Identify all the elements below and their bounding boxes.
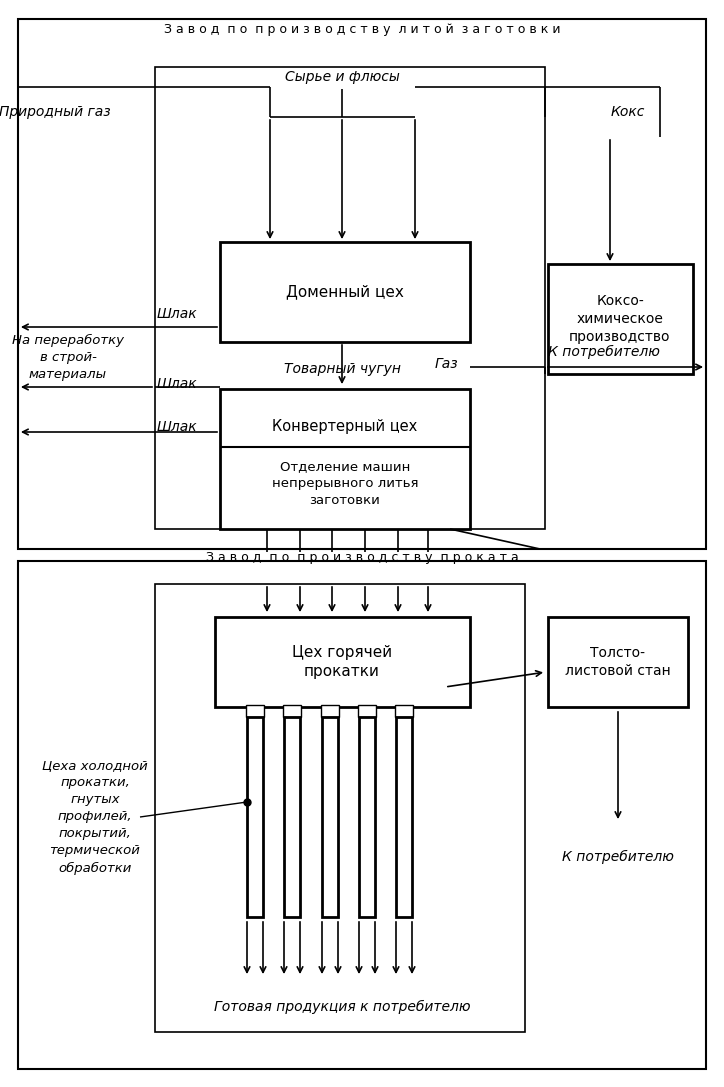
Text: Готовая продукция к потребителю: Готовая продукция к потребителю (214, 1000, 471, 1014)
Text: Цех горячей
прокатки: Цех горячей прокатки (292, 645, 392, 679)
Text: Конвертерный цех: Конвертерный цех (272, 420, 418, 435)
Bar (155, 584, 525, 1032)
Bar (548, 264, 693, 374)
Bar (155, 67, 545, 529)
Bar (220, 242, 470, 342)
Text: Сырье и флюсы: Сырье и флюсы (285, 70, 400, 84)
Text: З а в о д  п о  п р о и з в о д с т в у  л и т о й  з а г о т о в к и: З а в о д п о п р о и з в о д с т в у л … (164, 23, 560, 36)
Text: Толсто-
листовой стан: Толсто- листовой стан (565, 646, 671, 678)
Bar (247, 717, 263, 917)
Text: Кокс: Кокс (611, 105, 645, 118)
Text: Цеха холодной
прокатки,
гнутых
профилей,
покрытий,
термической
обработки: Цеха холодной прокатки, гнутых профилей,… (42, 760, 148, 875)
Bar (18, 561, 706, 1069)
Bar (396, 717, 412, 917)
Text: Отделение машин
непрерывного литья
заготовки: Отделение машин непрерывного литья загот… (272, 461, 418, 508)
Bar (215, 617, 470, 707)
Bar (358, 705, 376, 717)
Bar (395, 705, 413, 717)
Text: На переработку
в строй-
материалы: На переработку в строй- материалы (12, 334, 124, 380)
Text: Доменный цех: Доменный цех (286, 285, 404, 300)
Text: Газ: Газ (435, 357, 458, 371)
Text: К потребителю: К потребителю (548, 345, 660, 359)
Text: Коксо-
химическое
производство: Коксо- химическое производство (569, 293, 670, 345)
Bar (359, 717, 375, 917)
Text: Шлак: Шлак (156, 307, 197, 321)
Text: Шлак: Шлак (156, 377, 197, 391)
Bar (322, 717, 338, 917)
Bar (548, 617, 688, 707)
Bar (284, 717, 300, 917)
Text: К потребителю: К потребителю (562, 850, 674, 864)
Bar (246, 705, 264, 717)
Bar (18, 18, 706, 549)
Text: Природный газ: Природный газ (0, 105, 111, 118)
Text: З а в о д  п о  п р о и з в о д с т в у  п р о к а т а: З а в о д п о п р о и з в о д с т в у п … (206, 550, 518, 563)
Bar (220, 389, 470, 529)
Bar (321, 705, 339, 717)
Bar (283, 705, 301, 717)
Text: Товарный чугун: Товарный чугун (284, 362, 400, 376)
Text: Шлак: Шлак (156, 420, 197, 434)
